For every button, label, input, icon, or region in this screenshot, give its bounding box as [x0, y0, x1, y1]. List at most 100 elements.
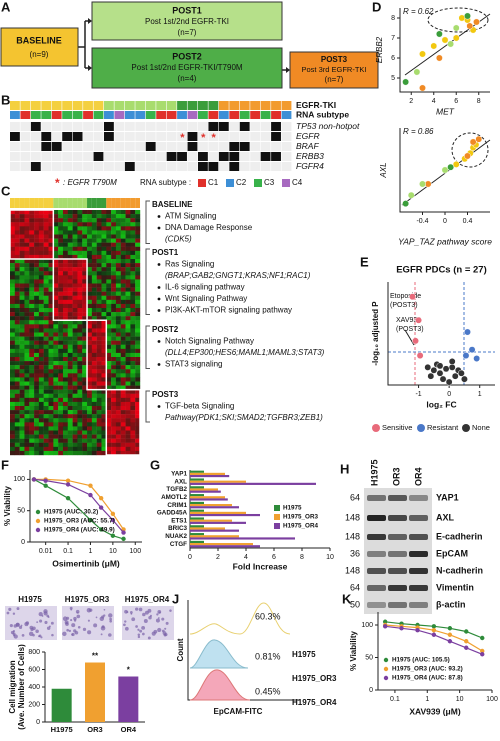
heat-cell — [43, 230, 49, 235]
heat-cell — [29, 250, 35, 256]
heat-cell — [34, 246, 40, 252]
point — [435, 30, 443, 38]
heat-cell — [72, 267, 78, 272]
heat-cell — [67, 352, 73, 358]
heat-cell — [48, 254, 54, 260]
heat-cell — [62, 406, 68, 411]
heat-cell — [96, 324, 102, 329]
heat-cell — [62, 381, 68, 386]
heat-cell — [10, 430, 16, 435]
heat-cell — [58, 279, 64, 284]
cell — [51, 633, 54, 637]
heat-cell — [29, 308, 35, 313]
point — [464, 12, 471, 20]
x-axis-title: MET — [436, 106, 455, 116]
heat-cell — [82, 361, 88, 366]
heat-cell — [34, 418, 40, 423]
heat-cell — [87, 308, 93, 313]
heat-cell — [72, 238, 78, 243]
heat-cell — [14, 332, 20, 337]
gene-cell — [239, 142, 250, 151]
heat-cell — [125, 332, 131, 337]
heat-cell — [14, 250, 20, 256]
cell — [39, 619, 43, 623]
marker: 148 — [345, 565, 360, 575]
heat-cell — [24, 381, 30, 386]
row-label: EGFR — [296, 131, 320, 141]
heat-cell — [24, 434, 30, 439]
heat-cell — [91, 332, 97, 337]
y-tick-label: 100 — [361, 622, 373, 629]
heat-cell — [120, 406, 126, 411]
heat-cell — [82, 414, 88, 419]
heat-cell — [72, 418, 78, 423]
heat-cell — [77, 246, 83, 252]
heat-cell — [14, 389, 20, 394]
heat-cell — [87, 389, 93, 394]
heat-cell — [38, 320, 44, 325]
heat-cell — [38, 401, 44, 407]
heat-cell — [130, 324, 136, 329]
heat-cell — [72, 422, 78, 427]
heat-cell — [101, 259, 107, 264]
heat-cell — [67, 303, 73, 309]
gene-cell — [135, 122, 146, 131]
cell — [149, 614, 153, 617]
box — [0, 27, 79, 67]
heat-cell — [87, 340, 93, 345]
heat-cell — [14, 450, 20, 456]
subtype-cell — [250, 111, 261, 119]
heat-cell — [72, 381, 78, 386]
heat-cell — [115, 450, 121, 456]
heat-cell — [19, 352, 25, 358]
heat-cell — [111, 418, 117, 423]
heat-cell — [14, 234, 20, 239]
heat-cell — [19, 250, 25, 256]
heat-cell — [62, 316, 68, 321]
band — [409, 568, 428, 574]
heat-cell — [82, 336, 88, 341]
heat-cell — [72, 291, 78, 296]
point — [407, 191, 415, 199]
heat-cell — [115, 303, 121, 309]
heat-cell — [120, 303, 126, 309]
heat-cell — [130, 303, 136, 309]
heat-cell — [101, 226, 107, 231]
heat-cell — [34, 214, 40, 219]
cell — [18, 625, 23, 629]
heat-cell — [101, 308, 107, 313]
heat-cell — [19, 312, 25, 317]
heat-cell — [34, 279, 40, 284]
cell — [138, 607, 143, 612]
heat-cell — [130, 450, 136, 456]
heat-cell — [96, 426, 102, 431]
box-title: BASELINE — [16, 35, 62, 45]
heat-cell — [43, 357, 49, 362]
heat-cell — [10, 226, 16, 231]
gene-cell — [51, 122, 62, 131]
legend-swatch — [282, 179, 290, 187]
heat-cell — [48, 242, 54, 247]
heat-cell — [135, 238, 141, 243]
heat-cell — [87, 369, 93, 374]
box-text: Post 3rd EGFR-TKI — [301, 65, 366, 74]
heat-cell — [82, 426, 88, 431]
bullet — [157, 286, 161, 289]
heat-cell — [87, 377, 93, 382]
cell — [71, 632, 75, 637]
heat-cell — [67, 414, 73, 419]
heat-cell — [91, 263, 97, 268]
heat-cell — [101, 336, 107, 341]
marker — [65, 478, 71, 483]
heat-cell — [111, 312, 117, 317]
heat-cell — [67, 357, 73, 362]
cell — [155, 618, 160, 623]
heat-cell — [120, 361, 126, 366]
y-tick-label: 7 — [391, 35, 395, 42]
category-label: ETS1 — [171, 517, 187, 524]
heat-cell — [120, 438, 126, 443]
heat-cell — [101, 267, 107, 272]
heat-cell — [115, 385, 121, 390]
heat-cell — [14, 442, 20, 448]
heat-cell — [10, 210, 16, 215]
